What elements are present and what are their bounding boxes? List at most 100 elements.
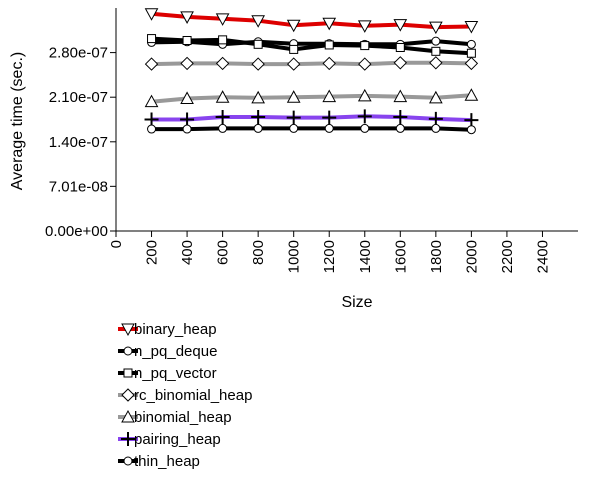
data-point-pairing-heap: [215, 109, 230, 124]
data-point-n-pq-vector: [147, 34, 157, 44]
data-point-rc-binomial-heap: [180, 56, 194, 71]
data-point-n-pq-vector: [324, 40, 334, 50]
series-line-binomial-heap: [151, 93, 472, 104]
data-point-rc-binomial-heap: [251, 57, 265, 71]
data-point-binomial-heap: [144, 94, 159, 108]
data-point-pairing-heap: [428, 111, 443, 126]
data-point-n-pq-vector: [431, 46, 441, 56]
data-point-binary-heap: [464, 20, 479, 34]
legend-item-n-pq-vector: n_pq_vector: [118, 365, 217, 382]
data-point-binomial-heap: [180, 91, 194, 104]
legend-marker-rc-binomial-heap: [121, 388, 135, 402]
data-point-n-pq-vector: [253, 39, 263, 49]
x-tick-label: 2400: [534, 240, 551, 273]
series-n-pq-vector: [147, 34, 476, 58]
data-point-n-pq-deque: [431, 36, 441, 46]
legend-label-pairing-heap: pairing_heap: [134, 431, 221, 448]
data-point-n-pq-vector: [182, 35, 192, 45]
y-tick-label: 2.10e-07: [49, 89, 108, 106]
y-tick-label: 1.40e-07: [49, 134, 108, 151]
data-point-binomial-heap: [429, 90, 443, 104]
x-tick-label: 600: [215, 240, 232, 265]
data-point-binary-heap: [357, 20, 372, 33]
data-point-thin-heap: [324, 123, 334, 133]
legend-marker-thin-heap: [123, 456, 133, 466]
legend-item-n-pq-deque: n_pq_deque: [118, 343, 217, 360]
legend-marker-n-pq-deque: [123, 346, 133, 356]
data-point-rc-binomial-heap: [464, 56, 479, 71]
data-point-n-pq-vector: [360, 41, 370, 51]
data-point-n-pq-vector: [289, 44, 299, 54]
data-point-pairing-heap: [357, 109, 372, 124]
y-tick-label: 7.01e-08: [49, 178, 108, 195]
series-line-n-pq-vector: [151, 36, 472, 56]
data-point-pairing-heap: [393, 109, 408, 124]
series-pairing-heap: [144, 109, 479, 128]
x-tick-label: 2200: [499, 240, 516, 273]
data-point-thin-heap: [395, 123, 405, 133]
x-tick-label: 800: [250, 240, 267, 265]
data-point-binomial-heap: [251, 90, 265, 104]
data-point-n-pq-vector: [395, 43, 405, 53]
x-tick-label: 1000: [286, 240, 303, 273]
x-tick-label: 2000: [463, 240, 480, 273]
data-point-rc-binomial-heap: [215, 56, 230, 71]
data-point-rc-binomial-heap: [358, 57, 372, 71]
data-point-rc-binomial-heap: [144, 57, 159, 71]
data-point-binomial-heap: [322, 89, 337, 103]
data-point-thin-heap: [431, 123, 441, 133]
data-point-binary-heap: [215, 13, 230, 26]
y-tick-label: 0.00e+00: [45, 223, 108, 240]
legend-label-n-pq-vector: n_pq_vector: [134, 365, 217, 382]
data-point-thin-heap: [360, 123, 370, 133]
data-point-rc-binomial-heap: [393, 56, 408, 70]
data-point-pairing-heap: [286, 110, 301, 125]
data-point-thin-heap: [182, 124, 192, 134]
data-point-rc-binomial-heap: [429, 56, 443, 70]
legend-item-thin-heap: thin_heap: [118, 453, 200, 470]
data-point-thin-heap: [289, 123, 299, 133]
data-point-pairing-heap: [322, 110, 337, 125]
x-tick-label: 1800: [428, 240, 445, 273]
legend-label-binomial-heap: binomial_heap: [134, 409, 232, 426]
y-tick-label: 2.80e-07: [49, 45, 108, 62]
axes: Size Average time (sec.): [9, 8, 578, 311]
data-point-thin-heap: [253, 123, 263, 133]
data-point-binary-heap: [393, 19, 408, 32]
legend-label-binary-heap: binary_heap: [134, 321, 217, 338]
series-line-thin-heap: [151, 126, 472, 132]
x-tick-label: 1200: [321, 240, 338, 273]
legend-item-binary-heap: binary_heap: [118, 321, 217, 338]
data-point-binary-heap: [251, 15, 265, 28]
data-point-thin-heap: [466, 125, 476, 135]
series-line-n-pq-deque: [151, 39, 472, 47]
data-point-binomial-heap: [357, 88, 372, 102]
data-point-binary-heap: [286, 19, 301, 33]
series-binomial-heap: [144, 88, 479, 108]
x-tick-label: 1400: [357, 240, 374, 273]
data-point-pairing-heap: [144, 112, 159, 127]
data-point-rc-binomial-heap: [286, 57, 301, 71]
series-line-pairing-heap: [151, 114, 472, 123]
legend-item-rc-binomial-heap: rc_binomial_heap: [118, 387, 252, 404]
series-thin-heap: [147, 123, 476, 135]
legend: binary_heap n_pq_deque n_pq_vector rc_binom…: [118, 321, 252, 470]
legend-label-rc-binomial-heap: rc_binomial_heap: [134, 387, 252, 404]
data-point-binary-heap: [144, 8, 159, 21]
legend-item-pairing-heap: pairing_heap: [118, 431, 221, 448]
data-point-n-pq-vector: [466, 48, 476, 58]
legend-marker-binomial-heap: [121, 409, 135, 423]
legend-item-binomial-heap: binomial_heap: [118, 409, 232, 426]
y-axis-title: Average time (sec.): [9, 52, 26, 190]
series-layer: [144, 8, 479, 135]
legend-marker-binary-heap: [121, 323, 135, 337]
series-binary-heap: [144, 8, 479, 35]
ticks: 0.00e+00 7.01e-08 1.40e-07 2.10e-07 2.80e-07…: [45, 45, 551, 274]
data-point-thin-heap: [147, 124, 157, 134]
legend-label-thin-heap: thin_heap: [134, 453, 200, 470]
x-tick-label: 200: [144, 240, 161, 265]
data-point-n-pq-deque: [466, 39, 476, 49]
series-rc-binomial-heap: [144, 56, 479, 71]
legend-marker-pairing-heap: [121, 432, 135, 446]
